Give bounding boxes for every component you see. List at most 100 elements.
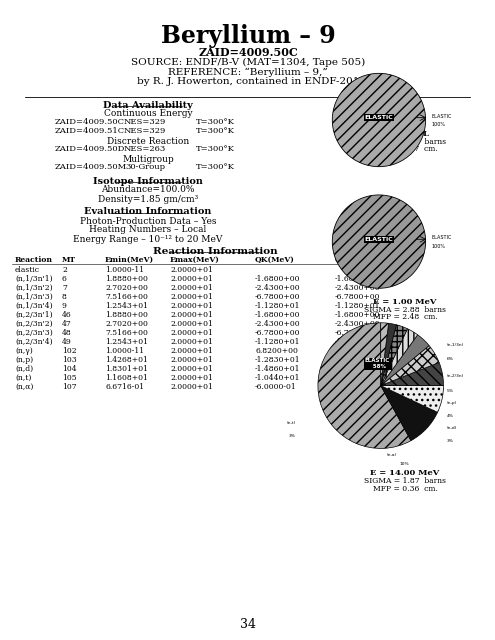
Text: 1.2543+01: 1.2543+01 [105,338,148,346]
Text: Abundance=100.0%: Abundance=100.0% [101,186,195,195]
Text: Continuous Energy: Continuous Energy [103,109,193,118]
Text: 46: 46 [62,311,72,319]
Text: ZAID=4009.50C: ZAID=4009.50C [198,47,298,58]
Text: -6.7800+00: -6.7800+00 [255,329,300,337]
Text: 105: 105 [62,374,77,382]
Text: 2.0000+01: 2.0000+01 [170,311,213,319]
Text: -1.1280+01: -1.1280+01 [255,338,300,346]
Text: (n,α): (n,α) [15,383,33,391]
Text: -1.1280+01: -1.1280+01 [335,338,381,346]
Wedge shape [381,329,418,385]
Text: T=300°K: T=300°K [196,127,235,135]
Text: (n,p): (n,p) [446,401,457,405]
Text: Heating Numbers – Local: Heating Numbers – Local [90,225,206,234]
Text: ELASTIC: ELASTIC [365,237,394,242]
Text: -2.4300+00: -2.4300+00 [335,284,381,292]
Text: 7.5166+00: 7.5166+00 [105,293,148,301]
Wedge shape [381,362,444,385]
Wedge shape [381,323,389,385]
Text: (n,t): (n,t) [15,374,31,382]
Text: 1.8880+00: 1.8880+00 [105,311,148,319]
Text: -1.0440+01: -1.0440+01 [335,374,381,382]
Text: SIGMA = 6.36  barns: SIGMA = 6.36 barns [364,138,446,146]
Text: 1.0000-11: 1.0000-11 [105,266,144,274]
Text: -1.6800+00: -1.6800+00 [335,311,381,319]
Text: 5%: 5% [446,388,454,392]
Text: Emin(MeV): Emin(MeV) [105,256,154,264]
Text: E = 1.00 MeV: E = 1.00 MeV [373,298,437,306]
Text: 2.0000+01: 2.0000+01 [170,383,213,391]
Text: MFP = 0.36  cm.: MFP = 0.36 cm. [373,485,438,493]
Text: -1.1280+01: -1.1280+01 [255,302,300,310]
Text: (n,2/3n): (n,2/3n) [446,374,464,378]
Text: 6.8200+00: 6.8200+00 [255,347,298,355]
Text: 2: 2 [62,266,67,274]
Text: 6.8200+00: 6.8200+00 [335,347,378,355]
Text: -1.1280+01: -1.1280+01 [335,302,381,310]
Text: Emax(MeV): Emax(MeV) [170,256,220,264]
Text: ZAID=4009.51C: ZAID=4009.51C [55,127,125,135]
Text: T=300°K: T=300°K [196,145,235,153]
Wedge shape [381,346,439,385]
Text: (n,t): (n,t) [287,421,296,426]
Text: -6.7800+00: -6.7800+00 [255,293,300,301]
Text: Data Availability: Data Availability [103,100,193,109]
Text: by R. J. Howerton, contained in ENDF-201: by R. J. Howerton, contained in ENDF-201 [137,77,359,86]
Text: (n,1/3n'2): (n,1/3n'2) [15,284,52,292]
Text: ELASTIC: ELASTIC [431,114,451,119]
Text: elastic: elastic [15,266,40,274]
Text: 1.1608+01: 1.1608+01 [105,374,148,382]
Text: MFP = 2.48  cm.: MFP = 2.48 cm. [373,313,438,321]
Text: 2.0000+01: 2.0000+01 [170,329,213,337]
Text: 1.4268+01: 1.4268+01 [105,356,148,364]
Text: MT: MT [62,256,76,264]
Text: (n,a): (n,a) [387,452,397,457]
Text: REFERENCE: “Beryllium – 9,”: REFERENCE: “Beryllium – 9,” [168,67,328,77]
Text: -6.7800+00: -6.7800+00 [335,329,381,337]
Text: (n,γ): (n,γ) [15,347,33,355]
Text: (n,1/3n'3): (n,1/3n'3) [15,293,53,301]
Text: 2.0000+01: 2.0000+01 [170,293,213,301]
Text: 2.0000+01: 2.0000+01 [170,284,213,292]
Text: ZAID=4009.50C: ZAID=4009.50C [55,118,125,126]
Text: -1.0440+01: -1.0440+01 [255,374,300,382]
Text: Beryllium – 9: Beryllium – 9 [160,24,336,48]
Text: ELASTIC: ELASTIC [365,115,394,120]
Text: Discrete Reaction: Discrete Reaction [107,136,189,145]
Wedge shape [381,324,407,385]
Text: ELASTIC
  58%: ELASTIC 58% [365,358,390,369]
Text: 102: 102 [62,347,77,355]
Text: T=300°K: T=300°K [196,163,235,171]
Text: 4%: 4% [446,413,453,418]
Text: (n,2/3n'2): (n,2/3n'2) [15,320,52,328]
Text: NES=263: NES=263 [124,145,166,153]
Text: (n,2/3n'4): (n,2/3n'4) [15,338,52,346]
Text: QK(MeV): QK(MeV) [255,256,295,264]
Text: 103: 103 [62,356,77,364]
Text: (n,d): (n,d) [446,426,457,430]
Text: 1.8301+01: 1.8301+01 [105,365,148,373]
Text: 8: 8 [62,293,67,301]
Text: (n,p): (n,p) [15,356,33,364]
Text: T=300°K: T=300°K [196,118,235,126]
Text: (n,1/3n): (n,1/3n) [446,343,464,347]
Text: 2.0000+01: 2.0000+01 [170,347,213,355]
Text: ELASTIC: ELASTIC [431,236,451,241]
Text: MFP = 1.87  cm.: MFP = 1.87 cm. [373,145,438,153]
Text: Energy Range – 10⁻¹² to 20 MeV: Energy Range – 10⁻¹² to 20 MeV [73,234,223,243]
Text: Multigroup: Multigroup [122,154,174,163]
Text: -6.7800+00: -6.7800+00 [335,293,381,301]
Text: -1.6800+00: -1.6800+00 [255,275,300,283]
Wedge shape [381,335,429,385]
Text: -6.0000-01: -6.0000-01 [335,383,377,391]
Text: -1.4860+01: -1.4860+01 [335,365,381,373]
Text: QR(MeV): QR(MeV) [335,256,375,264]
Text: SIGMA = 2.88  barns: SIGMA = 2.88 barns [364,306,446,314]
Text: SOURCE: ENDF/B-V (MAT=1304, Tape 505): SOURCE: ENDF/B-V (MAT=1304, Tape 505) [131,58,365,67]
Text: 2.0000+01: 2.0000+01 [170,302,213,310]
Wedge shape [381,385,438,441]
Text: Isotope Information: Isotope Information [93,177,203,186]
Text: -6.0000-01: -6.0000-01 [255,383,297,391]
Text: 104: 104 [62,365,77,373]
Text: 100%: 100% [431,122,445,127]
